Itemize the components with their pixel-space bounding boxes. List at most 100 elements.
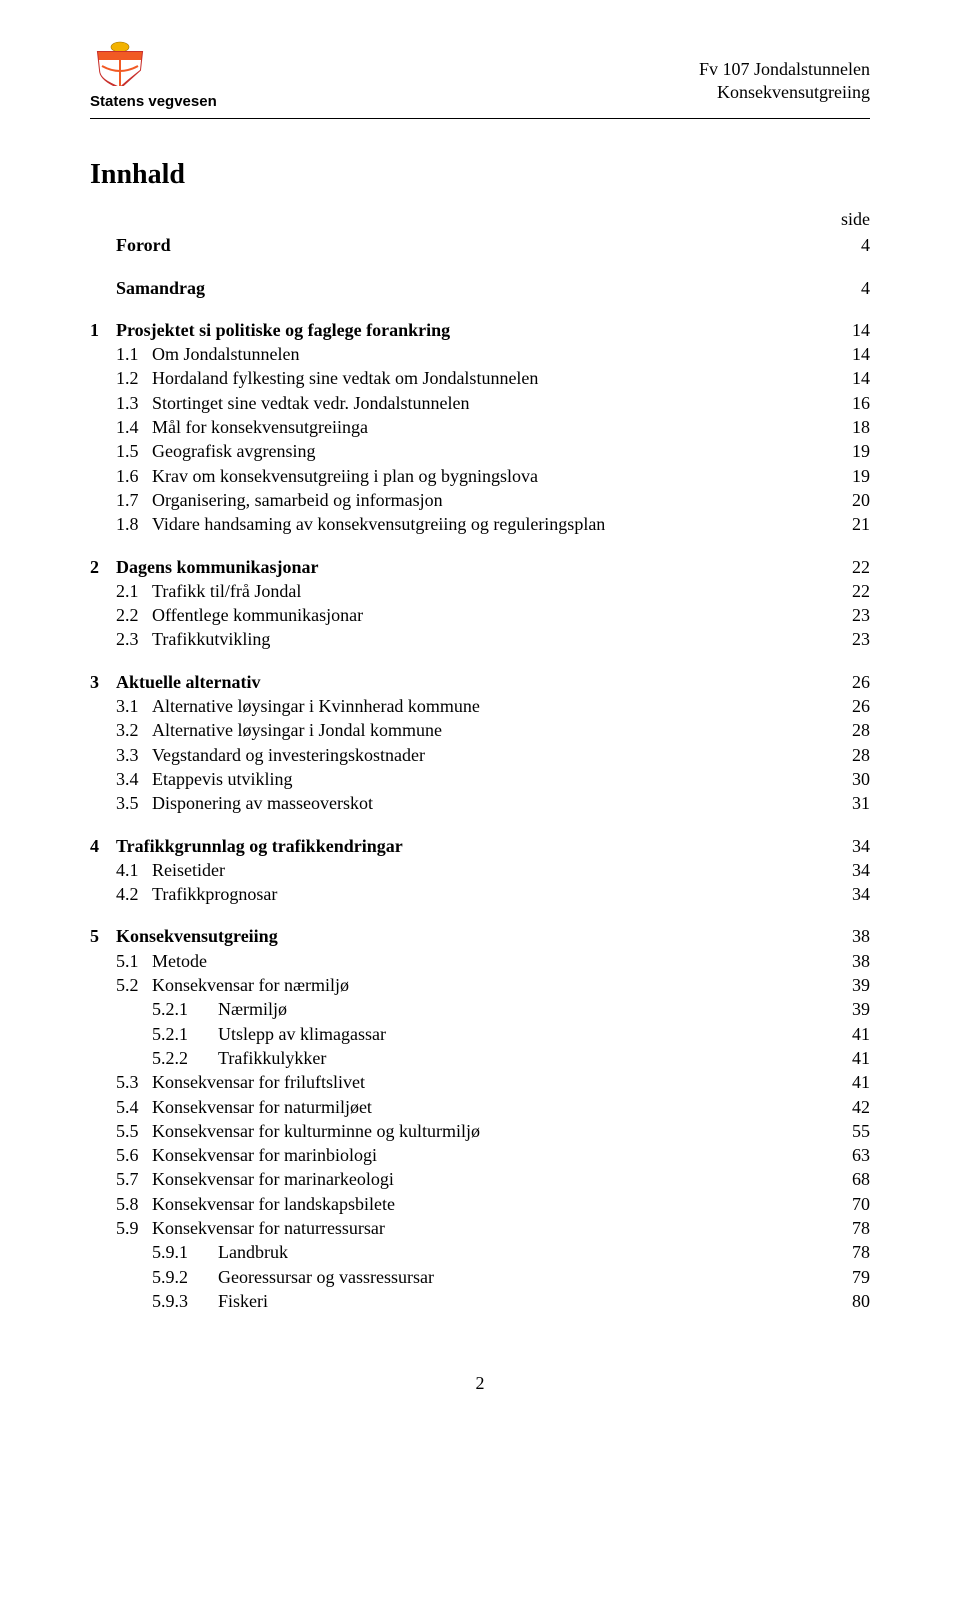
toc-row: 2.2Offentlege kommunikasjonar23 [90, 603, 870, 627]
toc-number: 1.2 [90, 366, 152, 390]
toc-row: 3.4Etappevis utvikling30 [90, 767, 870, 791]
toc-label: Mål for konsekvensutgreiinga [152, 415, 368, 439]
toc-number: 5.5 [90, 1119, 152, 1143]
toc-row: 3Aktuelle alternativ26 [90, 670, 870, 694]
toc-label: Konsekvensar for nærmiljø [152, 973, 349, 997]
toc-page: 41 [836, 1022, 870, 1046]
toc-number: 3.2 [90, 718, 152, 742]
toc-label: Georessursar og vassressursar [218, 1265, 434, 1289]
toc-number: 3.4 [90, 767, 152, 791]
toc-label: Om Jondalstunnelen [152, 342, 299, 366]
toc-number: 5 [90, 924, 116, 948]
toc-number: 1.1 [90, 342, 152, 366]
toc-number: 5.7 [90, 1167, 152, 1191]
toc-page: 41 [836, 1070, 870, 1094]
toc-label: Stortinget sine vedtak vedr. Jondalstunn… [152, 391, 469, 415]
toc-row: 3.2Alternative løysingar i Jondal kommun… [90, 718, 870, 742]
toc-label: Konsekvensar for friluftslivet [152, 1070, 365, 1094]
toc-number: 1.5 [90, 439, 152, 463]
toc-label: Konsekvensar for landskapsbilete [152, 1192, 395, 1216]
toc-number: 2.1 [90, 579, 152, 603]
toc-number: 5.2.1 [90, 1022, 218, 1046]
toc-page: 55 [836, 1119, 870, 1143]
toc-label: Konsekvensar for kulturminne og kulturmi… [152, 1119, 480, 1143]
toc-page: 21 [836, 512, 870, 536]
toc-label: Alternative løysingar i Jondal kommune [152, 718, 442, 742]
toc-page: 39 [836, 973, 870, 997]
header-right: Fv 107 Jondalstunnelen Konsekvensutgreii… [699, 40, 870, 105]
toc-label: Prosjektet si politiske og faglege foran… [116, 318, 450, 342]
toc-page: 14 [836, 342, 870, 366]
toc-page: 38 [836, 949, 870, 973]
toc-number: 2.2 [90, 603, 152, 627]
toc-label: Vegstandard og investeringskostnader [152, 743, 425, 767]
toc-label: Trafikkulykker [218, 1046, 326, 1070]
toc-page: 41 [836, 1046, 870, 1070]
toc-number: 5.6 [90, 1143, 152, 1167]
toc-label: Reisetider [152, 858, 225, 882]
toc-page: 42 [836, 1095, 870, 1119]
toc-number: 1.6 [90, 464, 152, 488]
toc-label: Konsekvensar for marinarkeologi [152, 1167, 394, 1191]
toc-page: 78 [836, 1240, 870, 1264]
toc-number: 3.5 [90, 791, 152, 815]
toc-page: 38 [836, 924, 870, 948]
toc-page: 19 [836, 439, 870, 463]
toc-row: 5.2.1Utslepp av klimagassar 41 [90, 1022, 870, 1046]
toc-page: 26 [836, 694, 870, 718]
toc-row: 1.2Hordaland fylkesting sine vedtak om J… [90, 366, 870, 390]
toc-page: 14 [836, 366, 870, 390]
toc-label: Offentlege kommunikasjonar [152, 603, 363, 627]
toc-page: 34 [836, 834, 870, 858]
toc-row: 5.6Konsekvensar for marinbiologi 63 [90, 1143, 870, 1167]
toc-page: 20 [836, 488, 870, 512]
toc-row: 4.2Trafikkprognosar 34 [90, 882, 870, 906]
toc-label: Forord [116, 233, 171, 257]
toc-page: 14 [836, 318, 870, 342]
toc-page: 23 [836, 627, 870, 651]
toc-label: Konsekvensar for naturmiljøet [152, 1095, 372, 1119]
toc-page: 34 [836, 882, 870, 906]
toc-page: 28 [836, 718, 870, 742]
toc-row: 3.5Disponering av masseoverskot31 [90, 791, 870, 815]
toc-row: 5.3Konsekvensar for friluftslivet 41 [90, 1070, 870, 1094]
toc-row: 5.1Metode38 [90, 949, 870, 973]
brand-name: Statens vegvesen [90, 93, 217, 110]
toc-label: Landbruk [218, 1240, 288, 1264]
toc-row: 1.7Organisering, samarbeid og informasjo… [90, 488, 870, 512]
toc-row: 5.9Konsekvensar for naturressursar78 [90, 1216, 870, 1240]
toc-page: 4 [836, 233, 870, 257]
toc-number: 5.4 [90, 1095, 152, 1119]
header-line-1: Fv 107 Jondalstunnelen [699, 58, 870, 81]
toc-page: 78 [836, 1216, 870, 1240]
toc-number: 5.1 [90, 949, 152, 973]
toc-row: 5.9.1Landbruk78 [90, 1240, 870, 1264]
toc-label: Utslepp av klimagassar [218, 1022, 386, 1046]
toc-label: Konsekvensar for marinbiologi [152, 1143, 377, 1167]
toc-label: Trafikkprognosar [152, 882, 277, 906]
toc-label: Trafikkutvikling [152, 627, 270, 651]
toc-label: Alternative løysingar i Kvinnherad kommu… [152, 694, 480, 718]
toc-number: 3 [90, 670, 116, 694]
toc-number: 5.2.1 [90, 997, 218, 1021]
toc-row: 2Dagens kommunikasjonar22 [90, 555, 870, 579]
toc-number: 5.3 [90, 1070, 152, 1094]
toc-row: 1.6Krav om konsekvensutgreiing i plan og… [90, 464, 870, 488]
toc-page: 63 [836, 1143, 870, 1167]
toc-label: Hordaland fylkesting sine vedtak om Jond… [152, 366, 538, 390]
toc-label: Dagens kommunikasjonar [116, 555, 319, 579]
toc-number: 1.3 [90, 391, 152, 415]
toc-row: 1.1Om Jondalstunnelen 14 [90, 342, 870, 366]
toc-row: 4Trafikkgrunnlag og trafikkendringar34 [90, 834, 870, 858]
toc-row: 5Konsekvensutgreiing38 [90, 924, 870, 948]
toc-row: 1.8Vidare handsaming av konsekvensutgrei… [90, 512, 870, 536]
toc-page: 79 [836, 1265, 870, 1289]
toc-number: 4.2 [90, 882, 152, 906]
toc-page: 22 [836, 555, 870, 579]
toc-label: Trafikk til/frå Jondal [152, 579, 301, 603]
toc-number: 5.9.3 [90, 1289, 218, 1313]
toc-row: 2.3Trafikkutvikling23 [90, 627, 870, 651]
toc-row: 5.9.2Georessursar og vassressursar79 [90, 1265, 870, 1289]
toc-number: 1.4 [90, 415, 152, 439]
toc-number: 1 [90, 318, 116, 342]
